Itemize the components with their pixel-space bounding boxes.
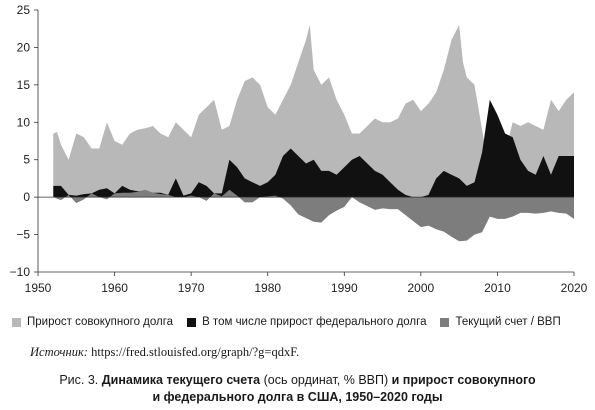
area-current-account [53,189,575,242]
caption-line-2: и федерального долга в США, 1950–2020 го… [0,389,595,406]
y-tick-label: 15 [17,78,31,92]
x-tick-label: 2020 [561,281,588,295]
legend-swatch-federal-debt [187,317,197,327]
y-tick-label: −5 [16,228,30,242]
legend-item-total-debt: Прирост совокупного долга [12,316,173,328]
x-tick-label: 1950 [25,281,52,295]
caption-line-1: Рис. 3. Динамика текущего счета (ось орд… [0,372,595,389]
caption-bold-1: Динамика текущего счета [101,373,261,387]
legend-item-current-account: Текущий счет / ВВП [440,316,561,328]
legend-swatch-current-account [440,317,450,327]
caption-normal: (ось ординат, % ВВП) [263,373,389,387]
source-note: Источник: https://fred.stlouisfed.org/gr… [30,345,299,360]
chart: 25 20 15 10 5 0 −5 −10 1950 1960 1970 1980 1990 2000 2… [10,3,588,295]
caption-prefix: Рис. 3. [59,373,99,387]
x-tick-label: 1960 [101,281,128,295]
source-url: https://fred.stlouisfed.org/graph/?g=qdx… [91,345,300,359]
legend-label-total-debt: Прирост совокупного долга [27,316,174,328]
caption-bold-3: и федерального долга в США, 1950–2020 го… [152,390,443,404]
figure-caption: Рис. 3. Динамика текущего счета (ось орд… [0,372,595,406]
x-tick-label: 1970 [178,281,205,295]
legend-label-federal-debt: В том числе прирост федерального долга [202,316,427,328]
chart-axes [34,9,575,276]
x-tick-label: 2000 [408,281,435,295]
y-tick-label: −10 [10,265,31,279]
x-tick-label: 1980 [254,281,281,295]
y-tick-label: 10 [17,115,31,129]
y-tick-label: 0 [23,190,30,204]
y-tick-label: 25 [17,3,31,17]
chart-areas [53,25,575,242]
legend: Прирост совокупного долга В том числе пр… [12,316,587,328]
y-tick-label: 20 [17,40,31,54]
legend-swatch-total-debt [12,317,21,327]
x-tick-label: 1990 [331,281,358,295]
legend-item-federal-debt: В том числе прирост федерального долга [187,316,426,328]
y-tick-label: 5 [23,153,30,167]
area-total-debt [53,25,575,198]
source-label: Источник: [30,345,88,359]
area-federal-debt [53,99,575,198]
chart-tick-labels: 25 20 15 10 5 0 −5 −10 1950 1960 1970 1980 1990 2000 2… [10,3,588,295]
caption-bold-2: и прирост совокупного [391,373,536,387]
x-tick-label: 2010 [484,281,511,295]
legend-label-current-account: Текущий счет / ВВП [455,316,561,328]
